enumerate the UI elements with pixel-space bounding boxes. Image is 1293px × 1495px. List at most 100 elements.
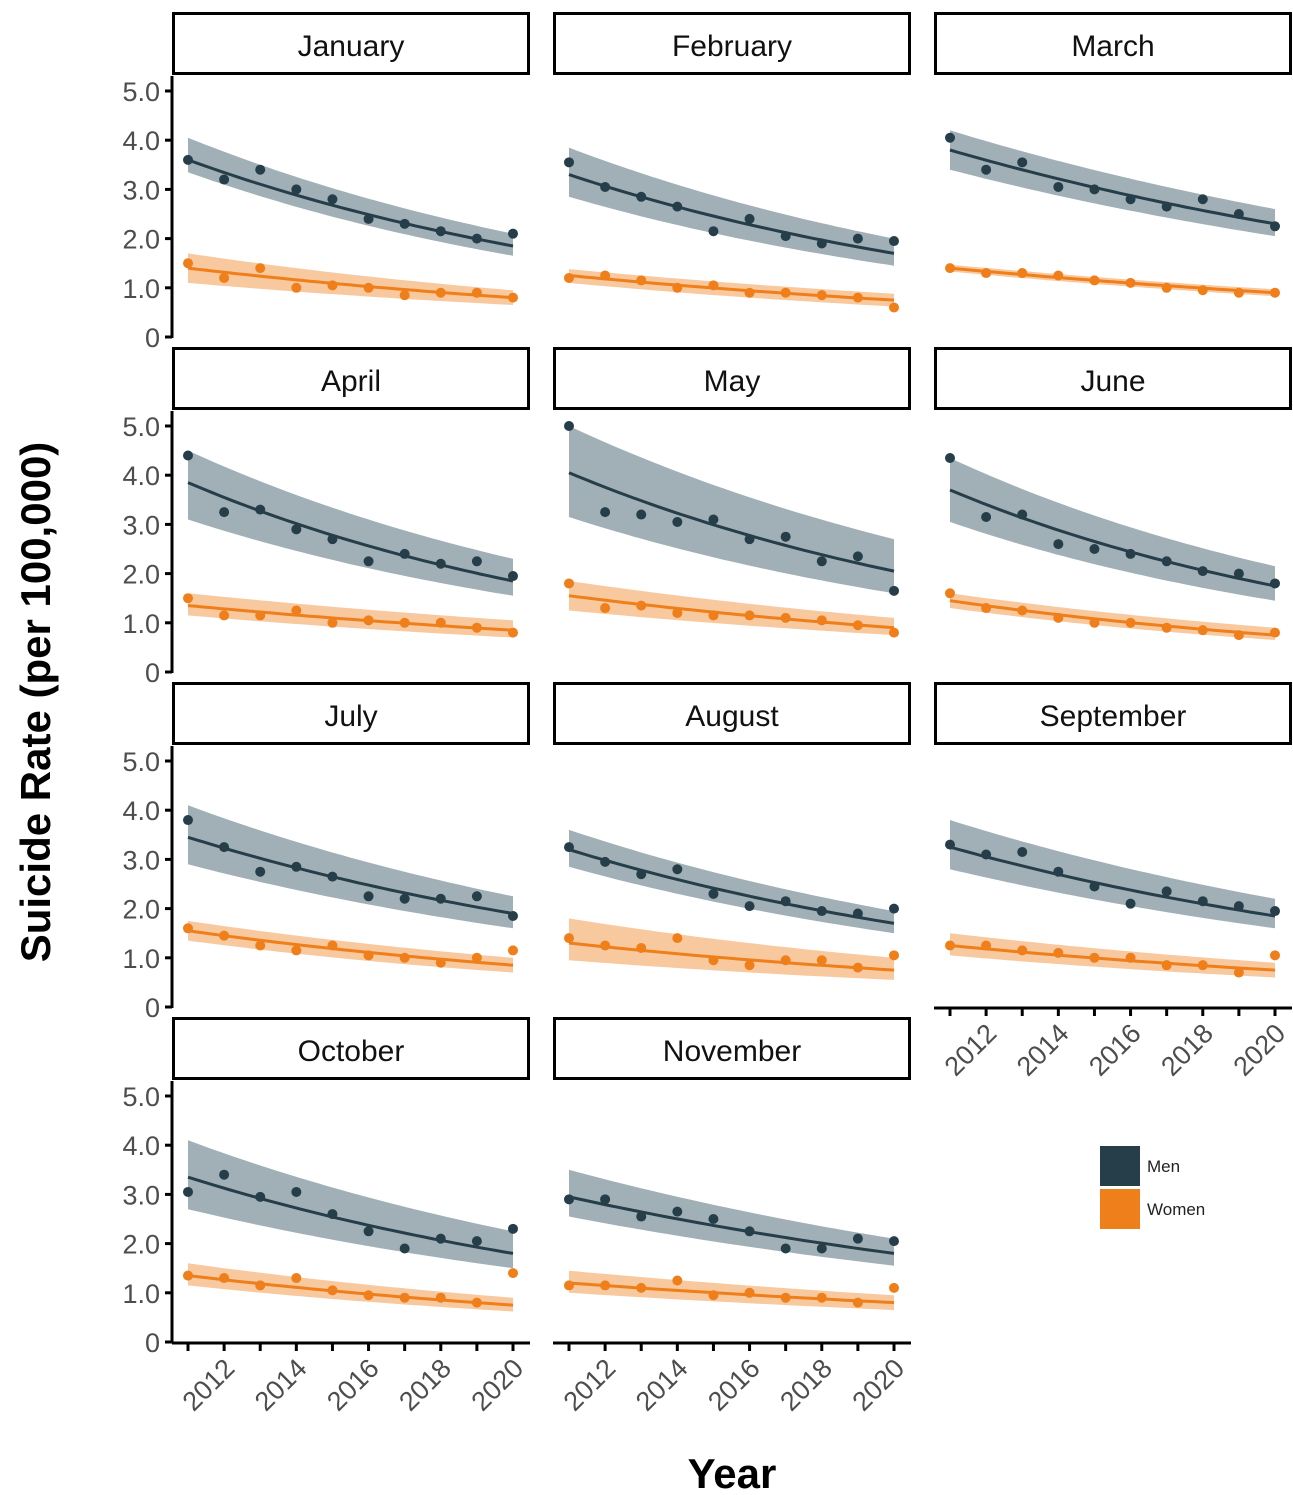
women-point [889, 302, 899, 313]
men-fit-line [187, 1175, 514, 1255]
y-tick-label: 2.0 [122, 1230, 160, 1260]
men-point [945, 132, 955, 143]
men-point [1270, 906, 1280, 917]
men-point [327, 534, 338, 545]
x-tick-label: 2020 [1228, 1018, 1292, 1082]
men-point [1089, 881, 1100, 892]
women-ci-band [569, 581, 894, 636]
men-ci-band [569, 1169, 894, 1266]
women-point [363, 950, 374, 961]
women-point [1089, 275, 1100, 286]
women-point [780, 287, 791, 298]
men-ci-band [188, 450, 513, 596]
strip-label-january: January [298, 30, 405, 63]
women-ci-band [950, 933, 1275, 978]
men-point [1089, 184, 1100, 195]
panel-april: April 0 1.0 2.0 3.0 4.0 5.0 [122, 347, 530, 688]
strip-july [172, 682, 530, 745]
legend: Men Women [1100, 1146, 1205, 1229]
strip-september [934, 682, 1292, 745]
women-point [889, 627, 899, 638]
strip-label-august: August [685, 700, 779, 733]
women-point [780, 612, 791, 623]
y-tick-label: 3.0 [122, 1180, 160, 1210]
strip-november [553, 1017, 911, 1080]
y-tick-label: 3.0 [122, 845, 160, 875]
men-point [945, 839, 955, 850]
men-point [981, 164, 992, 175]
women-point [399, 1292, 410, 1303]
women-fit-line [187, 929, 514, 967]
women-point [816, 290, 827, 301]
women-point [945, 588, 955, 599]
men-point [1197, 194, 1208, 205]
women-point [1017, 605, 1028, 616]
men-point [255, 164, 266, 175]
women-point [636, 1282, 647, 1293]
women-point [435, 1292, 446, 1303]
y-tick-label: 3.0 [122, 175, 160, 205]
women-ci-band [569, 269, 894, 307]
men-point [564, 157, 574, 168]
strip-label-september: September [1040, 700, 1187, 733]
women-fit-line [568, 274, 895, 302]
men-point [1233, 901, 1244, 912]
women-point [291, 282, 302, 293]
women-point [1089, 952, 1100, 963]
strip-label-may: May [704, 365, 761, 398]
men-point [183, 450, 193, 461]
women-point [435, 617, 446, 628]
men-point [399, 548, 410, 559]
y-tick-label: 2.0 [122, 895, 160, 925]
strip-august [553, 682, 911, 745]
women-point [636, 275, 647, 286]
women-point [327, 617, 338, 628]
women-point [945, 263, 955, 274]
strip-label-july: July [324, 700, 377, 733]
men-ci-band [569, 147, 894, 266]
women-point [636, 942, 647, 953]
women-point [291, 605, 302, 616]
women-point [1125, 952, 1136, 963]
x-tick-label: 2020 [466, 1353, 530, 1417]
men-point [291, 1186, 302, 1197]
women-point [1233, 287, 1244, 298]
women-point [327, 1285, 338, 1296]
women-point [255, 263, 266, 274]
women-fit-line [187, 604, 514, 632]
men-point [1089, 544, 1100, 554]
legend-label-women: Women [1147, 1200, 1205, 1219]
x-tick-label: 2020 [847, 1353, 911, 1417]
panel-june: June [934, 347, 1292, 641]
women-point [291, 945, 302, 956]
x-tick-label: 2018 [774, 1353, 838, 1417]
women-ci-band [569, 1270, 894, 1310]
men-point [672, 516, 683, 527]
men-point [981, 849, 992, 860]
women-point [1125, 617, 1136, 628]
women-point [508, 627, 518, 638]
men-point [889, 585, 899, 596]
men-point [636, 509, 647, 520]
women-point [945, 940, 955, 951]
women-point [471, 952, 482, 963]
x-tick-label: 2016 [1083, 1018, 1147, 1082]
women-fit-line [568, 941, 895, 972]
women-ci-band [188, 1263, 513, 1312]
men-point [564, 1194, 574, 1205]
x-tick-label: 2012 [558, 1353, 622, 1417]
men-ci-band [950, 820, 1275, 929]
men-fit-line [568, 173, 895, 255]
men-point [708, 888, 719, 899]
men-point [291, 861, 302, 872]
women-point [852, 620, 863, 631]
men-ci-band [950, 458, 1275, 601]
men-point [435, 558, 446, 569]
women-point [744, 1287, 755, 1298]
men-point [600, 856, 611, 867]
women-point [889, 950, 899, 961]
men-point [508, 228, 518, 239]
women-fit-line [568, 594, 895, 630]
panel-january: January 0 1.0 2.0 3.0 4.0 5.0 [122, 12, 530, 353]
